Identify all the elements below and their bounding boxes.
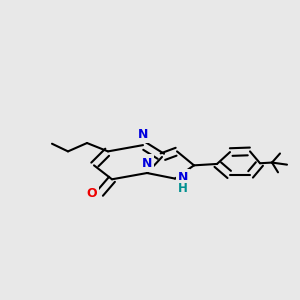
Text: N: N — [178, 171, 188, 184]
Text: H: H — [178, 182, 188, 195]
Text: N: N — [138, 128, 148, 141]
Text: N: N — [142, 157, 152, 169]
Text: O: O — [87, 188, 97, 200]
